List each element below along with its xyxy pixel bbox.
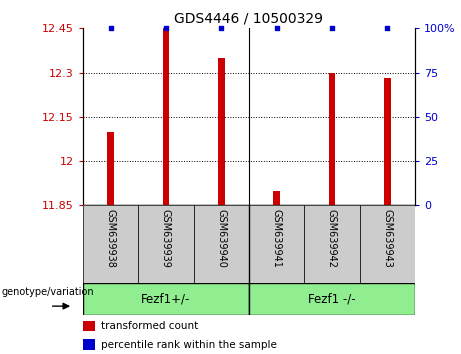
Point: [384, 25, 391, 31]
Text: GSM639941: GSM639941: [272, 209, 282, 268]
Bar: [194, 205, 249, 283]
Bar: [83, 205, 138, 283]
Bar: [83, 320, 95, 331]
Point: [107, 25, 114, 31]
Bar: [384, 79, 390, 205]
Bar: [138, 205, 194, 283]
Bar: [249, 205, 304, 283]
Point: [162, 25, 170, 31]
Bar: [107, 132, 114, 205]
Text: transformed count: transformed count: [101, 321, 199, 331]
Text: GSM639943: GSM639943: [382, 209, 392, 268]
Text: percentile rank within the sample: percentile rank within the sample: [101, 339, 277, 350]
Bar: [249, 283, 415, 315]
Bar: [304, 205, 360, 283]
Text: GSM639939: GSM639939: [161, 209, 171, 268]
Text: Fezf1 -/-: Fezf1 -/-: [308, 293, 356, 306]
Bar: [218, 58, 225, 205]
Bar: [329, 73, 335, 205]
Bar: [273, 190, 280, 205]
Bar: [83, 339, 95, 350]
Bar: [360, 205, 415, 283]
Text: genotype/variation: genotype/variation: [2, 287, 95, 297]
Point: [328, 25, 336, 31]
Text: GSM639938: GSM639938: [106, 209, 116, 268]
Title: GDS4446 / 10500329: GDS4446 / 10500329: [174, 12, 324, 26]
Point: [273, 25, 280, 31]
Text: GSM639942: GSM639942: [327, 209, 337, 268]
Bar: [163, 28, 169, 205]
Point: [218, 25, 225, 31]
Bar: [83, 283, 249, 315]
Text: Fezf1+/-: Fezf1+/-: [141, 293, 191, 306]
Text: GSM639940: GSM639940: [216, 209, 226, 268]
